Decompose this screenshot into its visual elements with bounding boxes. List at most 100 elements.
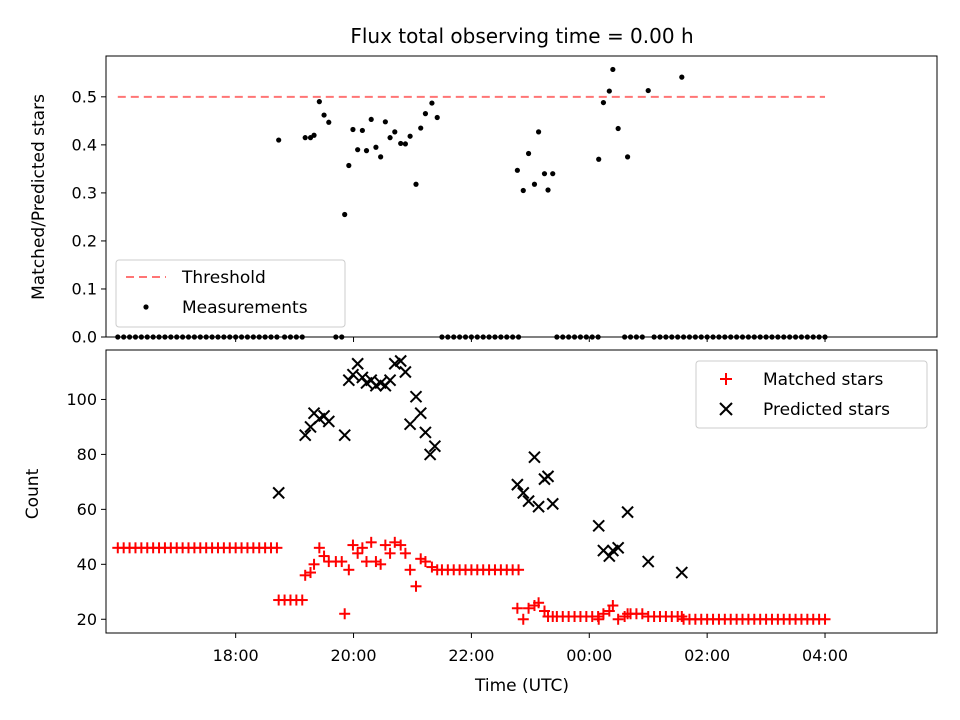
matched-star-point (296, 594, 308, 606)
matched-star-point (511, 602, 523, 614)
measurement-point (600, 99, 607, 106)
measurement-point (387, 135, 393, 141)
measurement-point (422, 111, 429, 117)
measurement-point (615, 125, 621, 132)
matched-star-point (389, 536, 401, 548)
legend-threshold-label: Threshold (181, 268, 266, 288)
bottom-panel: 20 40 60 80 100 18:00 20:00 22:00 00:00 02:00 04:… (23, 349, 938, 696)
measurement-point (373, 144, 379, 150)
matched-star-point (513, 564, 525, 576)
matched-star-point (593, 613, 605, 625)
matched-star-point (533, 597, 545, 609)
predicted-star-point (428, 439, 442, 453)
matched-star-point (419, 556, 431, 568)
predicted-star-point (546, 497, 559, 511)
bottom-y-axis: 20 40 60 80 100 (66, 390, 106, 629)
measurement-point (525, 150, 532, 157)
top-ytick-label: 0.0 (72, 328, 97, 347)
measurement-point (520, 187, 526, 194)
measurement-point (316, 99, 322, 105)
predicted-star-point (338, 428, 351, 442)
matched-star-point (360, 556, 372, 568)
legend-measurements-swatch (143, 304, 149, 310)
predicted-star-point (399, 365, 412, 379)
predicted-star-point (403, 417, 417, 431)
measurement-point (550, 171, 556, 177)
measurement-point (402, 141, 408, 147)
x-axis-label: Time (UTC) (474, 676, 569, 696)
bottom-ytick-label: 100 (66, 390, 97, 409)
measurement-point (398, 140, 404, 147)
predicted-star-point (322, 415, 335, 428)
bottom-x-axis: 18:00 20:00 22:00 00:00 02:00 04:00 (213, 633, 848, 665)
matched-star-point (356, 542, 368, 554)
predicted-star-point (532, 500, 545, 513)
measurement-point (541, 171, 548, 177)
measurement-point (355, 147, 361, 153)
predicted-star-point (272, 486, 285, 500)
bottom-plot-marks (112, 354, 831, 625)
legend-matched-label: Matched stars (763, 370, 883, 390)
matched-star-point (619, 611, 631, 623)
predicted-star-point (383, 374, 397, 387)
top-ytick-label: 0.3 (72, 183, 97, 202)
measurement-point (606, 88, 612, 94)
measurement-point (535, 129, 542, 135)
matched-star-point (819, 613, 831, 625)
bottom-ytick-label: 40 (77, 555, 97, 574)
legend-matched-swatch (720, 373, 732, 385)
chart-title: Flux total observing time = 0.00 h (350, 24, 693, 48)
predicted-star-point (611, 541, 625, 555)
predicted-star-point (621, 505, 634, 519)
measurement-point (276, 137, 282, 143)
predicted-star-point (346, 368, 360, 381)
predicted-star-point (351, 357, 364, 370)
predicted-star-point (642, 555, 655, 568)
matched-star-point (410, 580, 422, 592)
matched-star-point (404, 564, 416, 576)
predicted-star-point (541, 470, 555, 483)
predicted-star-point (675, 566, 689, 579)
measurement-point (429, 100, 435, 106)
matched-star-point (271, 542, 283, 554)
matched-star-point (384, 547, 396, 559)
measurement-point (326, 119, 332, 125)
matched-star-point (607, 600, 619, 612)
matched-star-point (636, 608, 648, 620)
matched-star-point (597, 608, 609, 620)
top-ytick-label: 0.5 (72, 87, 97, 106)
top-legend: Threshold Measurements (115, 259, 346, 328)
matched-star-point (379, 539, 391, 551)
measurement-point (531, 181, 538, 187)
measurement-point (610, 66, 616, 73)
measurement-point (378, 154, 384, 160)
measurement-point (311, 132, 317, 138)
measurement-point (392, 129, 398, 135)
measurement-point (624, 154, 631, 160)
bottom-legend-box (695, 360, 928, 429)
bottom-legend: Matched stars Predicted stars (695, 360, 928, 429)
predicted-star-point (522, 494, 535, 508)
measurement-point (679, 74, 685, 80)
predicted-star-point (414, 406, 427, 420)
measurement-point (368, 116, 374, 123)
matched-star-point (308, 558, 320, 570)
top-y-axis-label: Matched/Predicted stars (29, 94, 49, 300)
legend-predicted-label: Predicted stars (763, 400, 890, 420)
measurement-point (434, 114, 440, 121)
bottom-ytick-label: 20 (77, 610, 97, 629)
measurement-point (359, 127, 365, 134)
matched-star-point (395, 539, 407, 551)
matched-star-point (318, 550, 330, 562)
xtick-label: 22:00 (448, 646, 494, 665)
legend-measurements-label: Measurements (182, 298, 308, 318)
measurement-point (321, 112, 327, 118)
measurement-point (596, 156, 602, 162)
predicted-star-point (394, 354, 407, 368)
measurement-point (413, 181, 419, 187)
bottom-ytick-label: 60 (77, 500, 97, 519)
matched-star-point (347, 539, 359, 551)
predicted-star-point (517, 486, 530, 500)
